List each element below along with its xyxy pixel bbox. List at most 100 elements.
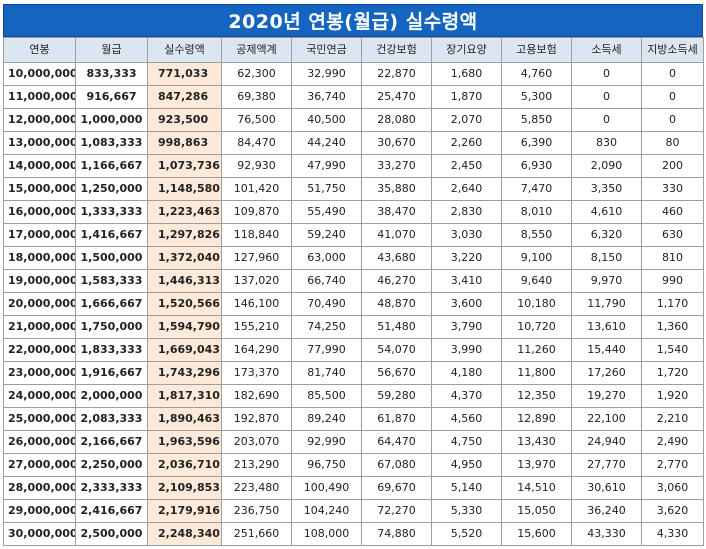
cell-annual-salary[interactable]: 10,000,000 <box>3 62 76 86</box>
cell-income-tax[interactable]: 43,330 <box>571 522 642 546</box>
cell-net-pay[interactable]: 1,223,463 <box>147 200 222 224</box>
cell-health-insurance[interactable]: 28,080 <box>361 108 432 132</box>
cell-long-term-care[interactable]: 4,750 <box>431 430 502 454</box>
cell-health-insurance[interactable]: 46,270 <box>361 269 432 293</box>
cell-employment-insurance[interactable]: 15,050 <box>501 499 572 523</box>
header-employment-insurance[interactable]: 고용보험 <box>501 37 572 63</box>
cell-net-pay[interactable]: 1,446,313 <box>147 269 222 293</box>
cell-employment-insurance[interactable]: 6,390 <box>501 131 572 155</box>
cell-total-deduction[interactable]: 69,380 <box>221 85 292 109</box>
cell-long-term-care[interactable]: 1,680 <box>431 62 502 86</box>
cell-monthly-salary[interactable]: 2,000,000 <box>75 384 148 408</box>
cell-annual-salary[interactable]: 15,000,000 <box>3 177 76 201</box>
cell-local-income-tax[interactable]: 630 <box>641 223 704 247</box>
cell-local-income-tax[interactable]: 2,770 <box>641 453 704 477</box>
cell-income-tax[interactable]: 22,100 <box>571 407 642 431</box>
cell-total-deduction[interactable]: 173,370 <box>221 361 292 385</box>
cell-health-insurance[interactable]: 69,670 <box>361 476 432 500</box>
cell-monthly-salary[interactable]: 1,250,000 <box>75 177 148 201</box>
cell-annual-salary[interactable]: 17,000,000 <box>3 223 76 247</box>
cell-net-pay[interactable]: 1,594,790 <box>147 315 222 339</box>
cell-income-tax[interactable]: 27,770 <box>571 453 642 477</box>
cell-income-tax[interactable]: 3,350 <box>571 177 642 201</box>
cell-annual-salary[interactable]: 19,000,000 <box>3 269 76 293</box>
cell-income-tax[interactable]: 24,940 <box>571 430 642 454</box>
cell-annual-salary[interactable]: 23,000,000 <box>3 361 76 385</box>
cell-total-deduction[interactable]: 92,930 <box>221 154 292 178</box>
cell-employment-insurance[interactable]: 11,260 <box>501 338 572 362</box>
cell-employment-insurance[interactable]: 4,760 <box>501 62 572 86</box>
cell-national-pension[interactable]: 36,740 <box>291 85 362 109</box>
cell-employment-insurance[interactable]: 12,890 <box>501 407 572 431</box>
cell-local-income-tax[interactable]: 1,920 <box>641 384 704 408</box>
cell-national-pension[interactable]: 108,000 <box>291 522 362 546</box>
cell-national-pension[interactable]: 66,740 <box>291 269 362 293</box>
cell-employment-insurance[interactable]: 15,600 <box>501 522 572 546</box>
cell-net-pay[interactable]: 2,179,916 <box>147 499 222 523</box>
cell-net-pay[interactable]: 1,890,463 <box>147 407 222 431</box>
cell-annual-salary[interactable]: 27,000,000 <box>3 453 76 477</box>
cell-annual-salary[interactable]: 22,000,000 <box>3 338 76 362</box>
header-national-pension[interactable]: 국민연금 <box>291 37 362 63</box>
cell-health-insurance[interactable]: 43,680 <box>361 246 432 270</box>
cell-national-pension[interactable]: 81,740 <box>291 361 362 385</box>
cell-long-term-care[interactable]: 5,520 <box>431 522 502 546</box>
cell-total-deduction[interactable]: 137,020 <box>221 269 292 293</box>
cell-local-income-tax[interactable]: 2,490 <box>641 430 704 454</box>
cell-local-income-tax[interactable]: 1,540 <box>641 338 704 362</box>
cell-local-income-tax[interactable]: 0 <box>641 85 704 109</box>
cell-long-term-care[interactable]: 5,330 <box>431 499 502 523</box>
cell-income-tax[interactable]: 13,610 <box>571 315 642 339</box>
cell-national-pension[interactable]: 32,990 <box>291 62 362 86</box>
cell-long-term-care[interactable]: 2,640 <box>431 177 502 201</box>
cell-income-tax[interactable]: 11,790 <box>571 292 642 316</box>
cell-monthly-salary[interactable]: 2,083,333 <box>75 407 148 431</box>
cell-annual-salary[interactable]: 14,000,000 <box>3 154 76 178</box>
cell-long-term-care[interactable]: 3,600 <box>431 292 502 316</box>
cell-net-pay[interactable]: 1,669,043 <box>147 338 222 362</box>
cell-long-term-care[interactable]: 3,790 <box>431 315 502 339</box>
cell-long-term-care[interactable]: 4,560 <box>431 407 502 431</box>
cell-annual-salary[interactable]: 18,000,000 <box>3 246 76 270</box>
cell-local-income-tax[interactable]: 1,360 <box>641 315 704 339</box>
cell-employment-insurance[interactable]: 8,550 <box>501 223 572 247</box>
cell-monthly-salary[interactable]: 2,416,667 <box>75 499 148 523</box>
cell-national-pension[interactable]: 51,750 <box>291 177 362 201</box>
cell-national-pension[interactable]: 96,750 <box>291 453 362 477</box>
cell-health-insurance[interactable]: 54,070 <box>361 338 432 362</box>
cell-total-deduction[interactable]: 118,840 <box>221 223 292 247</box>
cell-total-deduction[interactable]: 203,070 <box>221 430 292 454</box>
cell-national-pension[interactable]: 40,500 <box>291 108 362 132</box>
cell-monthly-salary[interactable]: 1,750,000 <box>75 315 148 339</box>
cell-monthly-salary[interactable]: 1,916,667 <box>75 361 148 385</box>
cell-national-pension[interactable]: 77,990 <box>291 338 362 362</box>
cell-income-tax[interactable]: 17,260 <box>571 361 642 385</box>
cell-employment-insurance[interactable]: 13,430 <box>501 430 572 454</box>
cell-net-pay[interactable]: 2,109,853 <box>147 476 222 500</box>
cell-income-tax[interactable]: 2,090 <box>571 154 642 178</box>
cell-monthly-salary[interactable]: 916,667 <box>75 85 148 109</box>
cell-total-deduction[interactable]: 146,100 <box>221 292 292 316</box>
cell-local-income-tax[interactable]: 200 <box>641 154 704 178</box>
cell-monthly-salary[interactable]: 833,333 <box>75 62 148 86</box>
cell-income-tax[interactable]: 8,150 <box>571 246 642 270</box>
cell-health-insurance[interactable]: 30,670 <box>361 131 432 155</box>
cell-total-deduction[interactable]: 127,960 <box>221 246 292 270</box>
cell-total-deduction[interactable]: 76,500 <box>221 108 292 132</box>
cell-net-pay[interactable]: 1,963,596 <box>147 430 222 454</box>
cell-local-income-tax[interactable]: 810 <box>641 246 704 270</box>
cell-national-pension[interactable]: 85,500 <box>291 384 362 408</box>
cell-health-insurance[interactable]: 33,270 <box>361 154 432 178</box>
cell-income-tax[interactable]: 15,440 <box>571 338 642 362</box>
cell-total-deduction[interactable]: 182,690 <box>221 384 292 408</box>
cell-long-term-care[interactable]: 3,990 <box>431 338 502 362</box>
cell-total-deduction[interactable]: 223,480 <box>221 476 292 500</box>
cell-health-insurance[interactable]: 51,480 <box>361 315 432 339</box>
cell-net-pay[interactable]: 847,286 <box>147 85 222 109</box>
cell-long-term-care[interactable]: 2,260 <box>431 131 502 155</box>
cell-annual-salary[interactable]: 20,000,000 <box>3 292 76 316</box>
cell-national-pension[interactable]: 100,490 <box>291 476 362 500</box>
cell-health-insurance[interactable]: 48,870 <box>361 292 432 316</box>
cell-annual-salary[interactable]: 11,000,000 <box>3 85 76 109</box>
cell-monthly-salary[interactable]: 1,416,667 <box>75 223 148 247</box>
